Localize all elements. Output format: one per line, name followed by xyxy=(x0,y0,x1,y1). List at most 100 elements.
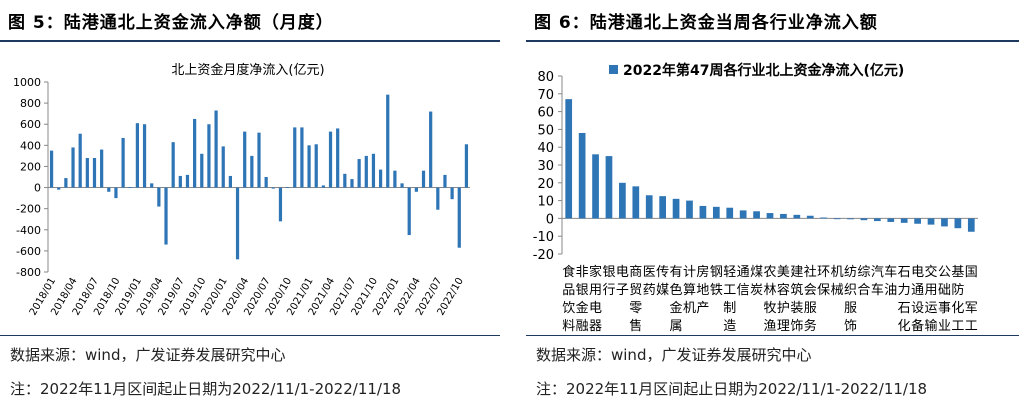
x-category-label: 理 xyxy=(777,319,790,334)
bar xyxy=(619,182,626,219)
bar xyxy=(739,210,747,219)
y-tick-label: 30 xyxy=(537,159,554,174)
x-category-label: 饰 xyxy=(790,319,803,334)
y-tick-label: 20 xyxy=(537,177,554,192)
x-category-label: 金 xyxy=(670,300,683,316)
bar xyxy=(142,124,147,188)
bar xyxy=(450,187,454,200)
bar xyxy=(436,187,440,210)
bar xyxy=(605,156,613,219)
bar xyxy=(214,110,218,188)
x-category-label: 算 xyxy=(683,283,696,298)
bar xyxy=(314,144,318,188)
figure-6-note: 注：2022年11月区间起止日期为2022/11/1-2022/11/18 xyxy=(536,380,928,398)
bar xyxy=(300,127,304,188)
bar xyxy=(429,111,433,188)
x-category-label: 化 xyxy=(951,301,964,316)
x-category-label: 林 xyxy=(763,283,776,298)
bar xyxy=(178,175,182,188)
bar xyxy=(357,159,361,188)
y-tick-label: 200 xyxy=(20,160,41,173)
bar xyxy=(307,145,311,188)
bar xyxy=(207,124,211,188)
y-tick-label: 1000 xyxy=(13,76,41,89)
figure-5-title: 图 5：陆港通北上资金流入净额（月度） xyxy=(8,13,334,33)
x-category-label: 通 xyxy=(911,283,924,298)
bar xyxy=(128,187,132,188)
bar xyxy=(378,169,383,188)
y-tick-label: 0 xyxy=(546,212,554,227)
y-tick-label: 0 xyxy=(34,182,41,195)
bar xyxy=(887,218,895,222)
y-tick-label: 10 xyxy=(537,195,554,210)
figure-5-panel: 图 5：陆港通北上资金流入净额（月度） 北上资金月度净流入(亿元) -800 -6… xyxy=(0,0,500,416)
chart-title: 北上资金月度净流入(亿元) xyxy=(171,62,324,78)
x-category-label: 容 xyxy=(777,282,790,298)
x-category-label: 传 xyxy=(656,265,669,280)
x-category-label: 渔 xyxy=(763,319,776,334)
x-category-label: 保 xyxy=(817,283,830,298)
bar xyxy=(457,187,461,248)
bar xyxy=(753,211,760,219)
bar xyxy=(271,187,275,189)
y-tick-label: -600 xyxy=(16,245,41,258)
x-category-label: 电 xyxy=(616,265,629,280)
bar xyxy=(900,218,908,223)
x-category-label: 饮 xyxy=(562,301,575,316)
bar xyxy=(49,150,54,188)
x-category-label: 建 xyxy=(790,265,803,280)
y-tick-label: 70 xyxy=(537,88,554,103)
x-category-label: 非 xyxy=(576,265,589,280)
x-category-label: 媒 xyxy=(656,283,669,298)
x-category-label: 军 xyxy=(965,301,978,316)
bar xyxy=(150,183,154,188)
bar xyxy=(421,170,426,188)
bar xyxy=(874,218,881,222)
x-category-label: 力 xyxy=(898,283,911,298)
bar xyxy=(343,173,347,188)
bar xyxy=(328,131,333,188)
x-category-label: 化 xyxy=(898,319,911,334)
x-category-label: 国 xyxy=(965,265,978,280)
bar xyxy=(464,144,469,188)
bar xyxy=(645,195,653,219)
x-category-label: 交 xyxy=(925,264,938,280)
figure-6-top-rule xyxy=(526,40,1019,42)
bar xyxy=(686,200,693,219)
x-category-label: 社 xyxy=(804,264,817,280)
x-category-label: 会 xyxy=(804,283,817,298)
x-category-label: 铁 xyxy=(710,283,723,298)
x-category-label: 电 xyxy=(911,265,924,280)
x-category-label: 用 xyxy=(925,283,938,298)
x-category-label: 煤 xyxy=(750,265,763,280)
x-category-label: 服 xyxy=(844,301,857,316)
x-category-label: 设 xyxy=(911,301,924,316)
x-category-label: 通 xyxy=(737,265,750,280)
bar xyxy=(336,128,340,188)
figure-6-source: 数据来源：wind，广发证券发展研究中心 xyxy=(536,346,812,364)
bar xyxy=(967,218,975,232)
x-category-label: 用 xyxy=(589,283,602,298)
y-tick-label: -200 xyxy=(16,203,41,216)
y-tick-label: 400 xyxy=(20,139,41,152)
bar xyxy=(193,118,197,188)
bar xyxy=(171,142,175,188)
x-category-label: 钢 xyxy=(710,265,723,280)
bar xyxy=(672,198,680,219)
bar xyxy=(780,213,787,219)
x-category-label: 料 xyxy=(562,319,575,334)
x-category-label: 行 xyxy=(602,283,615,298)
x-category-label: 环 xyxy=(817,265,830,280)
bar xyxy=(235,187,240,260)
x-category-label: 医 xyxy=(643,265,656,280)
figure-5-bottom-rule xyxy=(0,335,500,336)
x-category-label: 纺 xyxy=(844,265,857,280)
figure-5-top-rule xyxy=(0,40,500,42)
bar xyxy=(78,133,82,188)
x-category-label: 家 xyxy=(589,264,602,280)
x-category-label: 筑 xyxy=(790,282,803,298)
x-category-label: 工 xyxy=(965,319,978,334)
bar xyxy=(371,153,376,188)
bar xyxy=(443,174,447,188)
bar xyxy=(407,187,411,236)
